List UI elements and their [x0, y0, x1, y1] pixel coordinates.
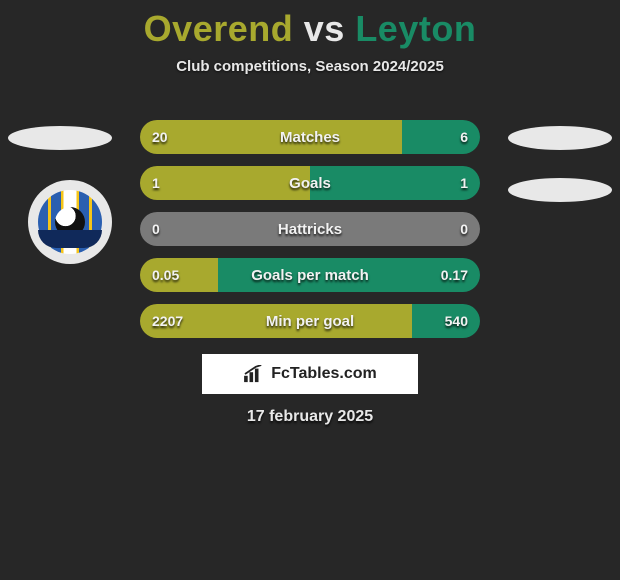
- stat-bar: Min per goal2207540: [140, 304, 480, 338]
- player1-name: Overend: [144, 8, 294, 49]
- stat-bar: Matches206: [140, 120, 480, 154]
- fctables-logo: FcTables.com: [202, 354, 418, 394]
- subtitle: Club competitions, Season 2024/2025: [0, 58, 620, 75]
- stat-bar-left-fill: [140, 166, 310, 200]
- stat-bar: Goals11: [140, 166, 480, 200]
- stat-bars: Matches206 Goals11 Hattricks00 Goals per ma…: [140, 120, 480, 350]
- stat-bar-right-fill: [402, 120, 480, 154]
- stat-bar-right-fill: [310, 212, 480, 246]
- stat-bar-left-fill: [140, 258, 218, 292]
- barchart-icon: [243, 365, 265, 383]
- stat-bar-right-fill: [218, 258, 480, 292]
- stat-bar-right-fill: [310, 166, 480, 200]
- stat-bar-right-fill: [412, 304, 480, 338]
- stat-bar-left-fill: [140, 120, 402, 154]
- player2-avatar-placeholder: [508, 126, 612, 150]
- stat-bar-left-fill: [140, 212, 310, 246]
- player2-name: Leyton: [355, 8, 476, 49]
- player1-club-crest: [28, 180, 112, 264]
- player1-avatar-placeholder: [8, 126, 112, 150]
- player2-club-placeholder: [508, 178, 612, 202]
- logo-text: FcTables.com: [271, 365, 377, 383]
- stat-bar: Goals per match0.050.17: [140, 258, 480, 292]
- comparison-title: Overend vs Leyton: [0, 0, 620, 50]
- date-text: 17 february 2025: [0, 408, 620, 426]
- vs-text: vs: [304, 8, 345, 49]
- stat-bar: Hattricks00: [140, 212, 480, 246]
- stat-bar-left-fill: [140, 304, 412, 338]
